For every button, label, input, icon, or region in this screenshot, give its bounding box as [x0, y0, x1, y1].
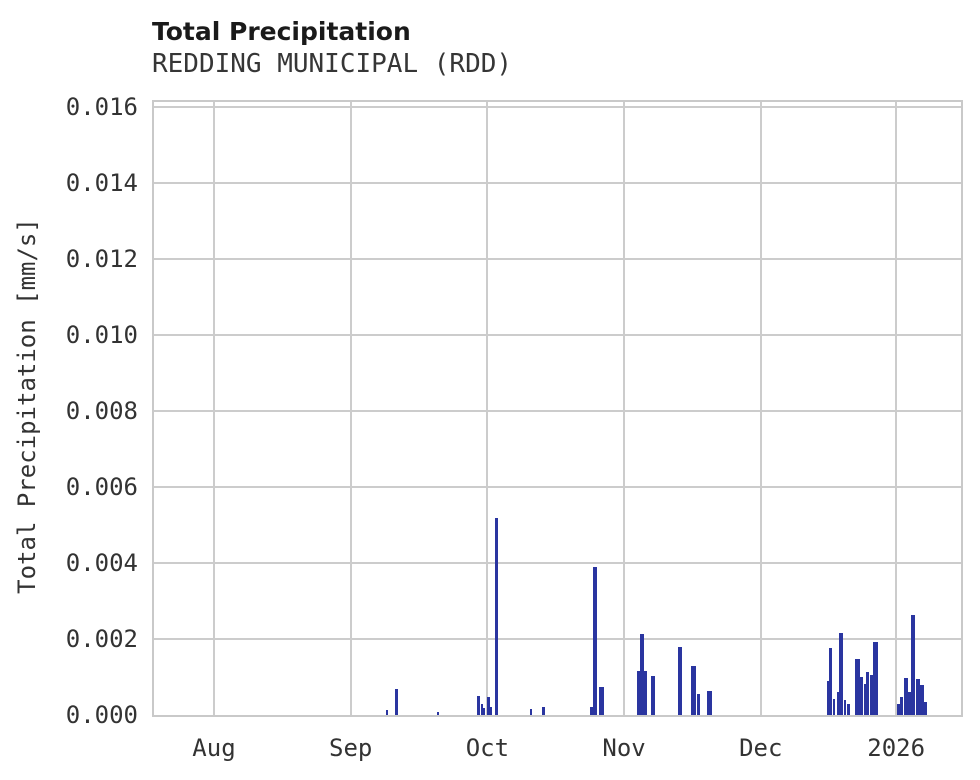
precip-bar: [847, 704, 851, 715]
precip-bar: [855, 658, 860, 715]
precip-bar: [908, 692, 912, 715]
y-tick-label: 0.008: [65, 397, 138, 426]
y-tick-label: 0.014: [65, 169, 138, 198]
precip-bar: [650, 675, 655, 715]
precip-bar: [696, 694, 700, 715]
precip-bar: [826, 680, 830, 715]
precip-bar: [897, 703, 901, 715]
precip-bar: [924, 701, 928, 715]
precip-bar: [677, 647, 682, 715]
precip-bar: [482, 708, 485, 715]
precip-bar: [636, 671, 640, 715]
precip-bar: [691, 666, 697, 715]
x-gridline: [759, 102, 762, 715]
x-gridline: [623, 102, 626, 715]
precip-bar: [915, 678, 921, 715]
y-tick-label: 0.002: [65, 625, 138, 654]
y-gridline: [154, 182, 961, 185]
precip-bar: [866, 672, 870, 715]
x-tick-label: 2026: [867, 734, 926, 762]
x-tick-label: Oct: [465, 734, 510, 762]
y-tick-label: 0.006: [65, 473, 138, 502]
x-gridline: [349, 102, 352, 715]
precip-bar: [860, 677, 864, 715]
y-tick-label: 0.004: [65, 549, 138, 578]
x-gridline: [895, 102, 898, 715]
x-tick-label: Aug: [192, 734, 236, 762]
precip-bar: [707, 691, 712, 715]
precip-bar: [643, 671, 647, 715]
y-gridline: [154, 258, 961, 261]
y-gridline: [154, 334, 961, 337]
x-gridline: [486, 102, 489, 715]
precip-bar: [490, 706, 493, 715]
x-tick-label: Dec: [739, 734, 783, 762]
precip-bar: [836, 692, 840, 715]
y-gridline: [154, 486, 961, 489]
precip-bar: [828, 648, 832, 715]
y-tick-label: 0.000: [65, 701, 138, 729]
precip-bar: [542, 706, 546, 715]
precip-bar: [437, 711, 440, 715]
x-tick-label: Sep: [328, 734, 373, 762]
precip-bar: [900, 696, 904, 715]
precip-bar: [590, 707, 594, 715]
y-tick-label: 0.016: [65, 93, 138, 122]
precip-bar: [593, 566, 598, 715]
chart-title: Total Precipitation: [152, 17, 411, 46]
precip-bar: [843, 699, 847, 715]
y-tick-label: 0.012: [65, 245, 138, 274]
precip-bar: [530, 709, 533, 715]
precip-bar: [639, 634, 644, 715]
precip-bar: [599, 686, 605, 715]
precip-bar: [386, 710, 389, 715]
precip-bar: [873, 642, 878, 715]
precip-bar: [486, 696, 490, 715]
precip-bar: [863, 683, 867, 715]
precip-bar: [494, 517, 499, 715]
precip-bar: [832, 699, 835, 715]
plot-area: [152, 100, 963, 717]
precip-bar: [869, 675, 873, 715]
x-gridline: [212, 102, 215, 715]
y-gridline: [154, 410, 961, 413]
precip-bar: [920, 685, 925, 715]
y-gridline: [154, 562, 961, 565]
precip-bar: [839, 633, 844, 715]
precip-bar: [477, 696, 481, 715]
x-tick-label: Nov: [602, 734, 646, 762]
y-tick-label: 0.010: [65, 321, 138, 350]
precip-bar: [480, 703, 483, 715]
precip-bar: [911, 615, 916, 715]
y-gridline: [154, 638, 961, 641]
chart-subtitle: REDDING MUNICIPAL (RDD): [152, 49, 513, 79]
precip-bar: [903, 678, 909, 715]
precip-bar: [395, 689, 399, 715]
y-gridline: [154, 106, 961, 109]
